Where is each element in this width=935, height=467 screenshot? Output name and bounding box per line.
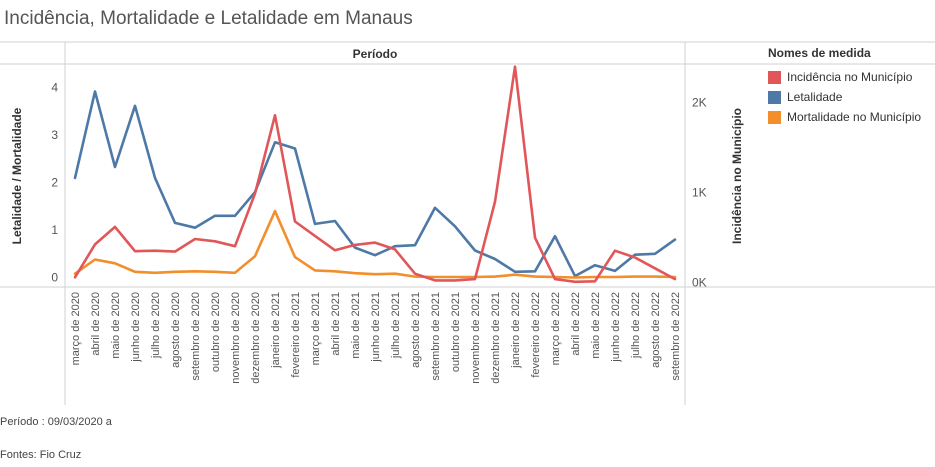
legend-item-letalidade[interactable]: Letalidade (768, 88, 921, 106)
x-tick-label: maio de 2021 (350, 292, 362, 359)
legend-swatch-incidencia (768, 70, 781, 84)
y-left-tick-label: 3 (51, 128, 58, 142)
y-right-tick-label: 2K (692, 96, 707, 110)
y-right-tick-label: 1K (692, 186, 707, 200)
x-tick-label: abril de 2020 (90, 292, 102, 356)
x-tick-label: dezembro de 2020 (250, 292, 262, 384)
chart-title: Incidência, Mortalidade e Letalidade em … (4, 8, 413, 29)
legend-title: Nomes de medida (768, 46, 871, 60)
x-tick-label: abril de 2022 (570, 292, 582, 356)
legend-swatch-letalidade (768, 90, 781, 104)
x-tick-label: junho de 2020 (130, 292, 142, 363)
footer-fontes: Fontes: Fio Cruz (0, 449, 82, 461)
x-tick-label: julho de 2022 (630, 292, 642, 359)
x-tick-label: junho de 2022 (610, 292, 622, 363)
x-tick-label: novembro de 2021 (470, 292, 482, 384)
legend-swatch-mortalidade (768, 110, 781, 124)
x-tick-label: julho de 2021 (390, 292, 402, 359)
footer-periodo: Período : 09/03/2020 a (0, 416, 112, 428)
x-tick-label: março de 2022 (550, 292, 562, 365)
x-tick-label: setembro de 2020 (190, 292, 202, 381)
x-tick-label: fevereiro de 2022 (530, 292, 542, 378)
x-tick-label: maio de 2020 (110, 292, 122, 359)
y-right-axis-title: Incidência no Município (730, 108, 744, 244)
x-tick-label: novembro de 2020 (230, 292, 242, 384)
legend-label-letalidade: Letalidade (787, 90, 843, 104)
series-line-mortalidade (73, 209, 677, 279)
legend: Nomes de medida Incidência no Município … (768, 46, 921, 128)
x-tick-label: outubro de 2020 (210, 292, 222, 372)
x-tick-label: janeiro de 2022 (510, 292, 522, 369)
legend-label-incidencia: Incidência no Município (787, 70, 913, 84)
x-tick-label: agosto de 2021 (410, 292, 422, 368)
x-tick-label: setembro de 2021 (430, 292, 442, 381)
x-axis-title: Período (353, 47, 398, 61)
y-left-tick-label: 0 (51, 271, 58, 285)
x-tick-label: abril de 2021 (330, 292, 342, 356)
x-tick-label: junho de 2021 (370, 292, 382, 363)
y-left-tick-label: 4 (51, 81, 58, 95)
x-tick-label: fevereiro de 2021 (290, 292, 302, 378)
x-tick-label: outubro de 2021 (450, 292, 462, 372)
legend-label-mortalidade: Mortalidade no Município (787, 110, 922, 124)
x-tick-label: dezembro de 2021 (490, 292, 502, 384)
x-tick-label: agosto de 2022 (650, 292, 662, 368)
legend-item-incidencia[interactable]: Incidência no Município (768, 68, 921, 86)
x-tick-label: janeiro de 2021 (270, 292, 282, 369)
y-left-axis-title: Letalidade / Mortalidade (10, 107, 24, 244)
y-left-tick-label: 1 (51, 223, 58, 237)
series-line-letalidade (73, 90, 677, 278)
x-tick-label: setembro de 2022 (670, 292, 682, 381)
x-tick-label: março de 2020 (70, 292, 82, 365)
y-right-tick-label: 0K (692, 276, 707, 290)
x-tick-label: julho de 2020 (150, 292, 162, 359)
legend-item-mortalidade[interactable]: Mortalidade no Município (768, 108, 921, 126)
x-tick-label: agosto de 2020 (170, 292, 182, 368)
series-line-incidencia (73, 65, 677, 284)
y-left-tick-label: 2 (51, 176, 58, 190)
x-tick-label: março de 2021 (310, 292, 322, 365)
x-tick-label: maio de 2022 (590, 292, 602, 359)
